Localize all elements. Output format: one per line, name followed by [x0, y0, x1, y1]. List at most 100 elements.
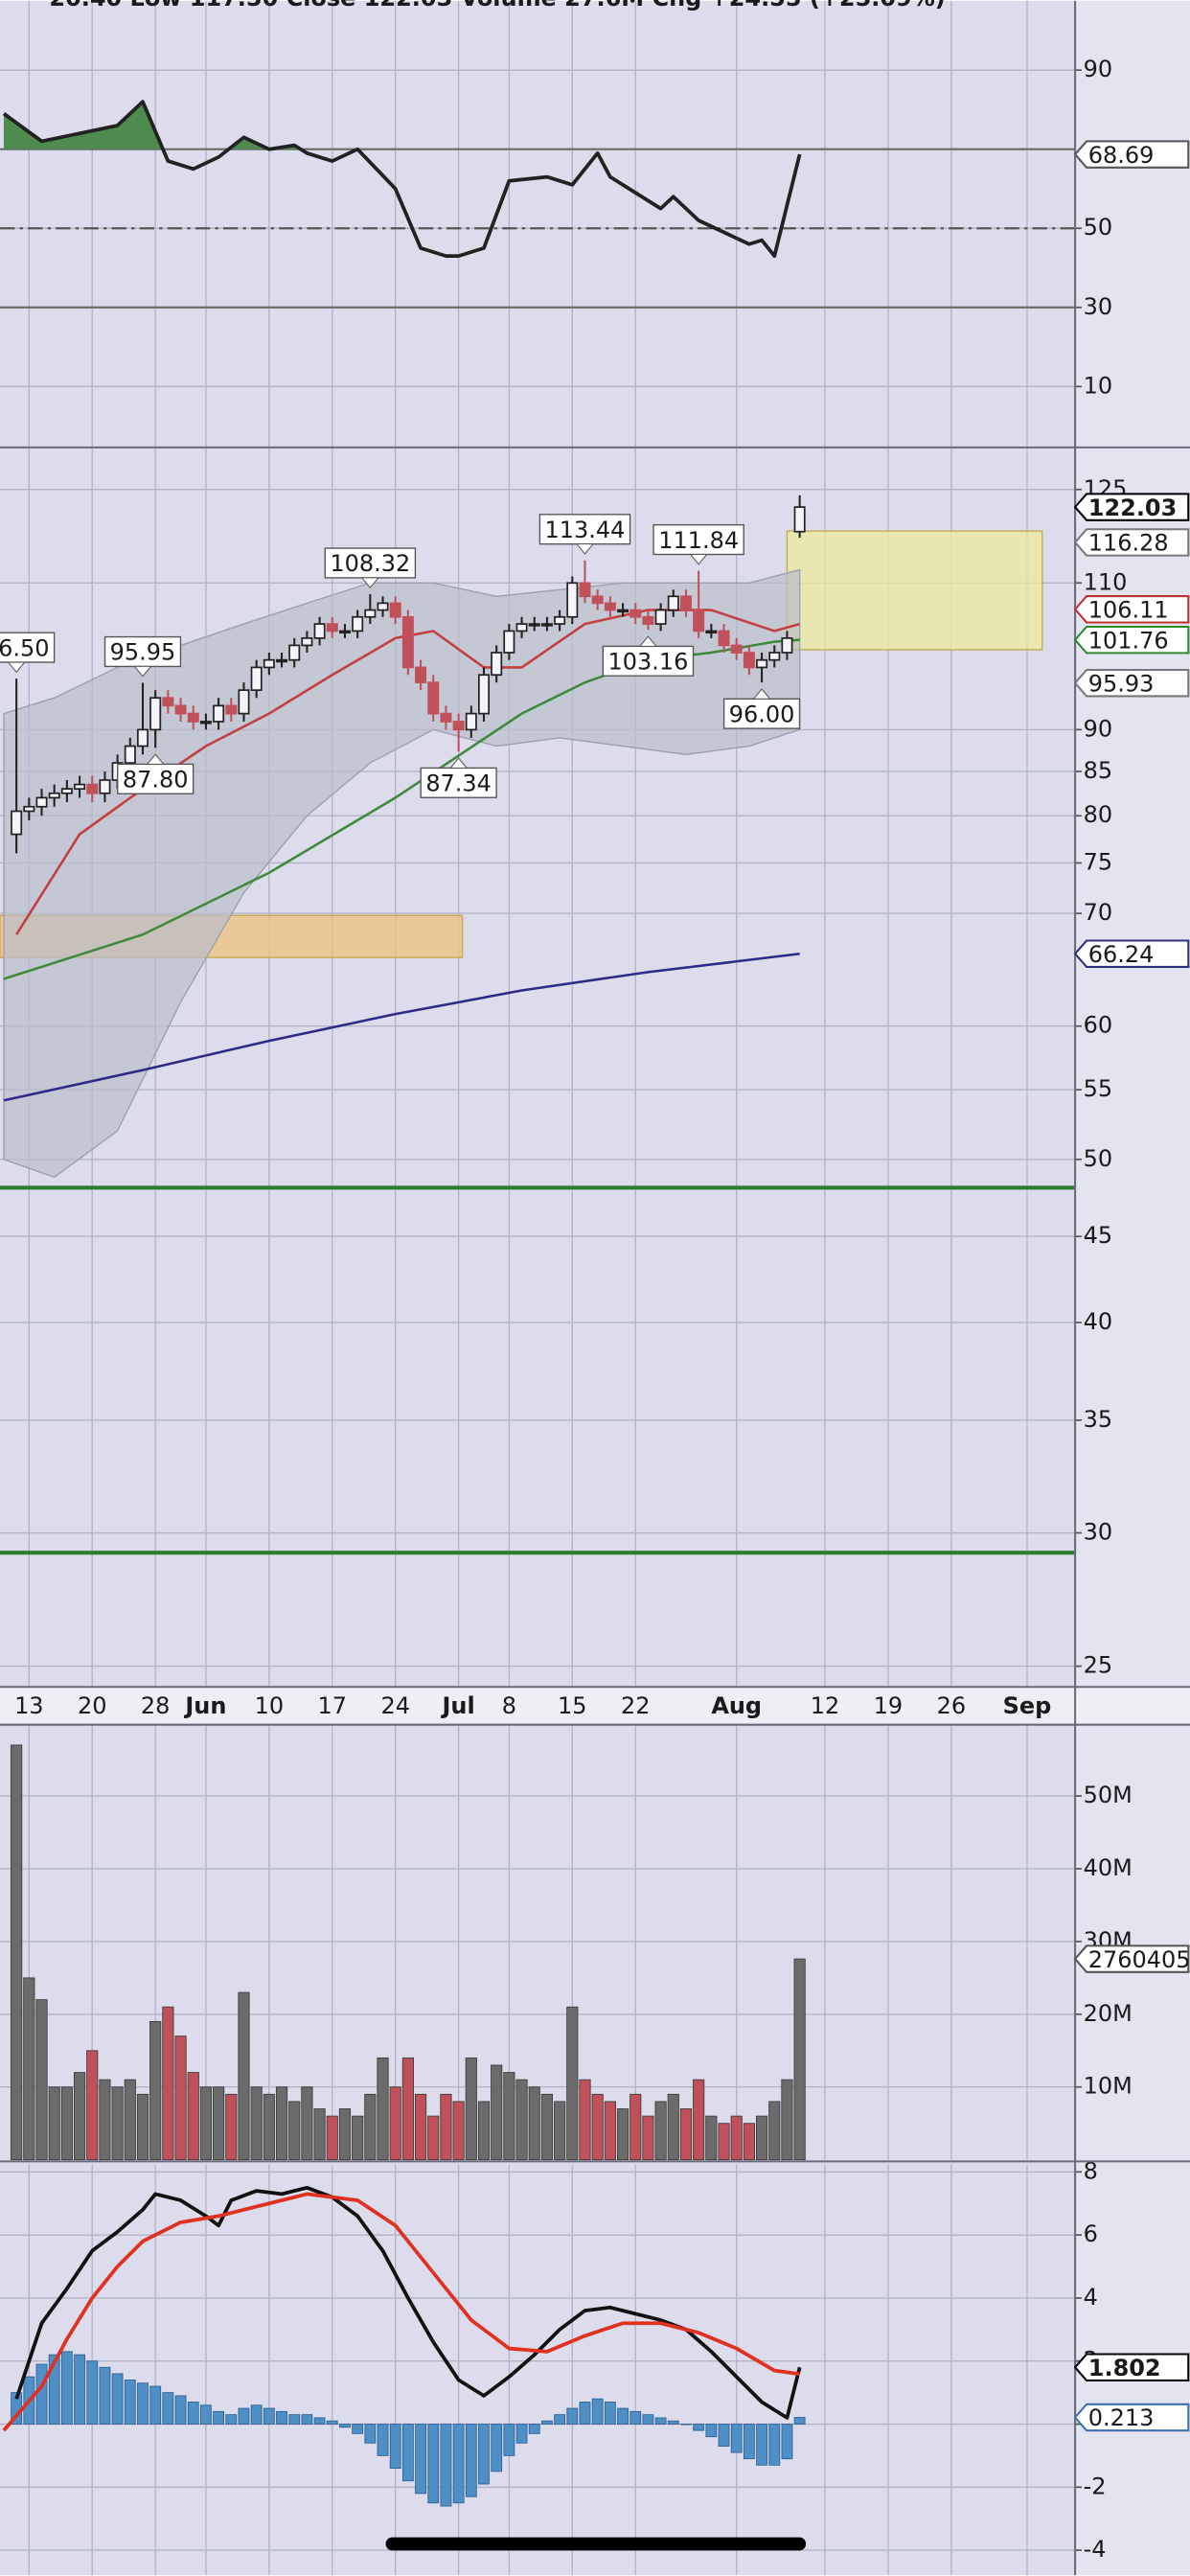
x-tick-label: 15: [558, 1692, 587, 1719]
histogram-bar: [743, 2424, 755, 2460]
y-tick-label: 25: [1084, 1652, 1113, 1679]
volume-bar: [427, 2115, 440, 2161]
volume-bar: [540, 2093, 554, 2161]
candle-body: [604, 602, 616, 611]
price-label-text: 108.32: [330, 550, 410, 577]
price-tag: [1073, 595, 1190, 624]
volume-bar: [338, 2108, 352, 2161]
candle-body: [491, 652, 503, 677]
histogram-bar: [693, 2424, 705, 2431]
volume-bar: [60, 2086, 73, 2161]
y-tick-label: 55: [1084, 1075, 1113, 1102]
price-label-pointer: [638, 635, 658, 647]
histogram-bar: [389, 2424, 401, 2469]
price-label-pointer: [360, 577, 379, 588]
volume-bar: [389, 2086, 401, 2161]
price-label-box: [602, 645, 695, 677]
candle-body: [452, 721, 465, 731]
price-tag-text: 116.28: [1088, 530, 1169, 557]
volume-bar: [326, 2115, 338, 2161]
volume-bar: [440, 2093, 452, 2161]
candle-body: [566, 582, 579, 618]
volume-bar: [199, 2086, 213, 2161]
histogram-bar: [276, 2410, 287, 2425]
histogram-bar: [326, 2420, 338, 2425]
volume-bar: [465, 2057, 477, 2161]
histogram-bar: [124, 2380, 136, 2425]
volume-bar: [377, 2057, 389, 2161]
x-tick-label: 20: [78, 1692, 106, 1719]
y-tick-label: 75: [1084, 848, 1113, 875]
histogram-bar: [60, 2351, 73, 2425]
histogram-bar: [137, 2382, 149, 2425]
price-label-box: [722, 698, 801, 729]
quote-header: 20.40 Low 117.50 Close 122.03 Volume 27.…: [49, 0, 945, 12]
candle-body: [554, 615, 566, 625]
x-tick-label: 28: [141, 1692, 171, 1719]
candle-body: [352, 615, 364, 632]
volume-bar: [301, 2086, 313, 2161]
x-tick-label: Jun: [183, 1692, 226, 1719]
price-tag-text: 27604050: [1088, 1946, 1190, 1973]
volume-bar: [503, 2072, 515, 2161]
candle-body: [579, 582, 591, 598]
y-tick-label: 20M: [1084, 2000, 1133, 2027]
candle-body: [756, 658, 768, 669]
volume-bar: [238, 1991, 250, 2161]
volume-bar: [693, 2079, 705, 2161]
histogram-bar: [313, 2417, 326, 2425]
price-label-text: 95.95: [110, 639, 176, 666]
histogram-bar: [352, 2424, 364, 2434]
histogram-bar: [705, 2424, 718, 2438]
price-tag-text: 0.213: [1088, 2404, 1155, 2431]
histogram-bar: [491, 2424, 503, 2472]
histogram-bar: [541, 2420, 553, 2425]
x-tick-label: 17: [318, 1692, 348, 1719]
candle-body: [313, 623, 326, 639]
y-tick-label: 4: [1084, 2284, 1098, 2311]
volume-bar: [225, 2093, 238, 2161]
histogram-bar: [99, 2366, 111, 2425]
candle-body: [730, 644, 743, 654]
price-label-pointer: [752, 688, 771, 700]
line-series: [2, 100, 802, 259]
histogram-bar: [174, 2395, 187, 2425]
histogram-bar: [566, 2407, 579, 2425]
candle-body: [515, 623, 528, 632]
price-label-box: [420, 767, 497, 798]
y-tick-label: 6: [1084, 2220, 1098, 2247]
histogram-bar: [680, 2424, 692, 2426]
volume-bar: [401, 2057, 414, 2161]
volume-bar: [187, 2072, 199, 2161]
candle-body: [326, 623, 338, 632]
candle-body: [199, 721, 212, 724]
histogram-bar: [263, 2407, 275, 2425]
candle-body: [768, 652, 781, 661]
price-label-pointer: [133, 665, 152, 678]
price-label: 103.16: [602, 635, 695, 677]
candle-body: [238, 689, 250, 715]
histogram-bar: [768, 2424, 781, 2466]
right-axis-area: [1075, 0, 1190, 2576]
histogram-bar: [604, 2402, 616, 2425]
volume-bar: [515, 2079, 528, 2161]
price-tag: [1073, 2403, 1190, 2432]
volume-bar: [288, 2101, 301, 2161]
volume-bar: [275, 2086, 288, 2161]
x-tick-label: 19: [874, 1692, 904, 1719]
volume-bar: [11, 1744, 23, 2161]
histogram-bar: [377, 2424, 389, 2456]
candle-body: [781, 637, 793, 654]
candle-body: [693, 609, 705, 632]
histogram-bar: [591, 2398, 604, 2425]
moving-average: [3, 952, 800, 1102]
candle-body: [389, 602, 401, 618]
histogram-bar: [440, 2424, 452, 2507]
histogram-bar: [617, 2407, 629, 2425]
volume-bar: [35, 1999, 48, 2161]
price-tag: [1073, 528, 1190, 557]
candle-body: [74, 783, 86, 791]
x-tick-label: 24: [380, 1692, 410, 1719]
histogram-bar: [162, 2392, 174, 2425]
volume-bar: [477, 2101, 491, 2161]
